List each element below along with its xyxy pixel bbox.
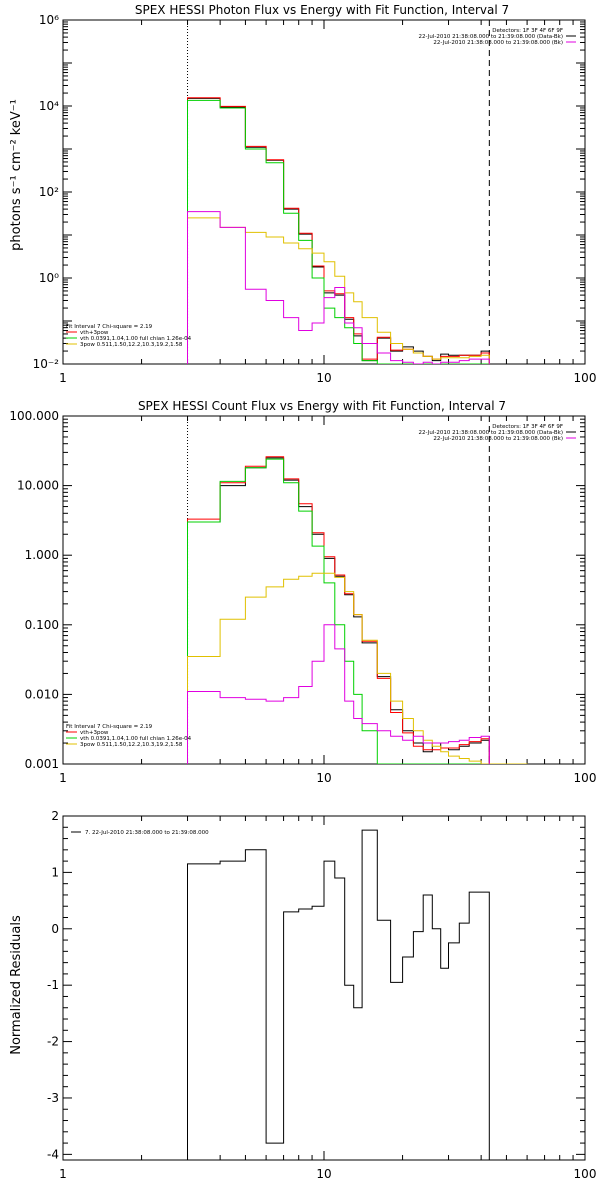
- x-tick-label: 100: [574, 371, 597, 385]
- legend-top-text: Detectors: 1F 3F 4F 6F 9F: [492, 424, 563, 430]
- x-tick-label: 10: [316, 771, 331, 785]
- legend-top-text: 22-Jul-2010 21:38:08.000 to 21:39:08.000…: [433, 436, 563, 442]
- x-tick-label: 1: [59, 771, 67, 785]
- y-tick-label: 1: [51, 865, 59, 879]
- x-tick-label: 100: [574, 771, 597, 785]
- legend-top-text: 22-Jul-2010 21:38:08.000 to 21:39:08.000…: [419, 430, 564, 436]
- series-group: [187, 456, 528, 764]
- legend-top-text: Detectors: 1F 3F 4F 6F 9F: [492, 28, 563, 34]
- y-tick-label: -4: [47, 1147, 59, 1161]
- series-line-0: [187, 457, 490, 764]
- photon-flux-title: SPEX HESSI Photon Flux vs Energy with Fi…: [135, 3, 509, 17]
- plot-frame: [62, 415, 586, 765]
- y-tick-label: -2: [47, 1035, 59, 1049]
- legend-top-text: 22-Jul-2010 21:38:08.000 to 21:39:08.000…: [419, 34, 564, 40]
- y-tick-label: 10⁰: [39, 271, 59, 285]
- legend-bottom-text: 3pow 0.511,1.50,12.2,10.3,19.2,1.58: [80, 342, 183, 348]
- series-line-1: [187, 97, 490, 364]
- y-tick-label: 1.000: [25, 548, 59, 562]
- photon-flux-ylabel: photons s⁻¹ cm⁻² keV⁻¹: [9, 99, 24, 251]
- legend-bottom-text: vth 0.0391,1.04,1.00 full chian 1.26e-04: [80, 336, 192, 342]
- series-line-2: [187, 99, 490, 364]
- legend-bottom-text: Fit Interval 7 Chi-square = 2.19: [66, 324, 153, 330]
- y-tick-label: 10⁶: [39, 13, 59, 27]
- series-line-4: [187, 624, 490, 764]
- series-line-2: [187, 458, 490, 764]
- series-line-1: [187, 456, 490, 764]
- legend-text: 7. 22-Jul-2010 21:38:08.000 to 21:39:08.…: [85, 830, 209, 836]
- y-tick-label: 10⁻²: [33, 357, 60, 371]
- legend-bottom-text: Fit Interval 7 Chi-square = 2.19: [66, 724, 153, 730]
- series-line-4: [187, 211, 490, 364]
- photon-flux-panel: SPEX HESSI Photon Flux vs Energy with Fi…: [9, 3, 596, 385]
- y-tick-label: 100.000: [9, 409, 59, 423]
- series-group: [187, 97, 490, 364]
- y-tick-label: 0.010: [25, 687, 59, 701]
- x-tick-label: 100: [574, 1167, 597, 1181]
- legend-bottom-text: vth 0.0391,1.04,1.00 full chian 1.26e-04: [80, 736, 192, 742]
- x-tick-label: 1: [59, 1167, 67, 1181]
- y-tick-label: -1: [47, 978, 59, 992]
- legend-bottom-text: 3pow 0.511,1.50,12.2,10.3,19.2,1.58: [80, 742, 183, 748]
- residuals-panel: Normalized Residuals 1 10 100 -4 -3 -2 -1 0 1 2 7.…: [9, 809, 596, 1181]
- count-flux-title: SPEX HESSI Count Flux vs Energy with Fit…: [138, 399, 506, 413]
- y-tick-label: 0: [51, 922, 59, 936]
- y-tick-label: 10.000: [17, 479, 59, 493]
- y-tick-label: 10⁴: [39, 99, 59, 113]
- x-tick-label: 10: [316, 371, 331, 385]
- y-tick-label: 0.100: [25, 618, 59, 632]
- legend-top-text: 22-Jul-2010 21:38:08.000 to 21:39:08.000…: [433, 40, 563, 46]
- y-tick-label: 10²: [39, 185, 59, 199]
- x-tick-label: 10: [316, 1167, 331, 1181]
- residuals-ylabel: Normalized Residuals: [9, 915, 24, 1055]
- count-flux-panel: SPEX HESSI Count Flux vs Energy with Fit…: [9, 399, 596, 785]
- series-group: [187, 829, 490, 1160]
- series-line-3: [187, 217, 490, 364]
- series-line-3: [187, 572, 528, 764]
- y-tick-label: 0.001: [25, 757, 59, 771]
- legend-bottom-text: vth+3pow: [80, 730, 109, 736]
- legend-bottom-text: vth+3pow: [80, 330, 109, 336]
- series-line-0: [187, 97, 490, 364]
- series-line-0: [187, 829, 490, 1160]
- x-tick-label: 1: [59, 371, 67, 385]
- y-tick-label: 2: [51, 809, 59, 823]
- y-tick-label: -3: [47, 1091, 59, 1105]
